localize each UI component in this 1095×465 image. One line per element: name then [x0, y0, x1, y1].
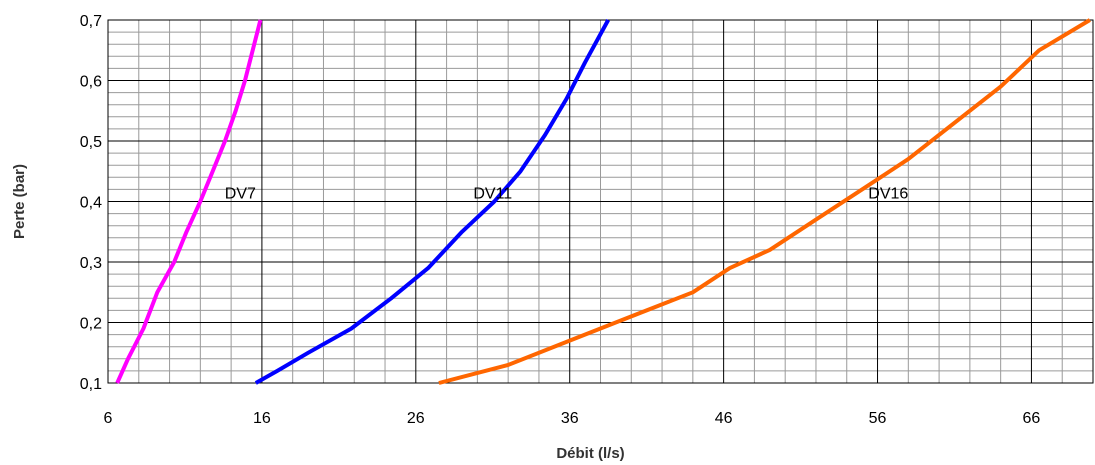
- series-lines: [115, 18, 1091, 385]
- x-axis-title: Débit (l/s): [556, 445, 624, 462]
- x-tick-label: 36: [561, 410, 579, 427]
- series-line-dv11: [254, 19, 610, 385]
- y-tick-label: 0,3: [80, 255, 102, 272]
- series-line-dv7: [115, 19, 263, 384]
- x-tick-label: 16: [253, 410, 271, 427]
- x-axis-tick-labels: 6 16 26 36 46 56 66: [104, 410, 1041, 427]
- series-line-dv16: [438, 18, 1091, 385]
- y-axis-tick-labels: 0,1 0,2 0,3 0,4 0,5 0,6 0,7: [80, 13, 102, 393]
- y-tick-label: 0,1: [80, 376, 102, 393]
- y-axis-title: Perte (bar): [11, 164, 28, 239]
- y-tick-label: 0,7: [80, 13, 102, 30]
- x-tick-label: 26: [407, 410, 425, 427]
- x-tick-label: 6: [104, 410, 113, 427]
- x-tick-label: 56: [869, 410, 887, 427]
- x-tick-label: 66: [1023, 410, 1041, 427]
- plot-border: [107, 19, 1094, 384]
- y-tick-label: 0,5: [80, 134, 102, 151]
- series-label-dv16: DV16: [868, 185, 908, 202]
- y-tick-label: 0,2: [80, 316, 102, 333]
- x-tick-label: 46: [715, 410, 733, 427]
- series-labels: DV7 DV11 DV16: [225, 185, 909, 202]
- plot-area: DV7 DV11 DV16: [107, 18, 1094, 385]
- y-tick-label: 0,6: [80, 74, 102, 91]
- series-label-dv11: DV11: [473, 185, 512, 202]
- series-label-dv7: DV7: [225, 185, 256, 202]
- y-tick-label: 0,4: [80, 195, 102, 212]
